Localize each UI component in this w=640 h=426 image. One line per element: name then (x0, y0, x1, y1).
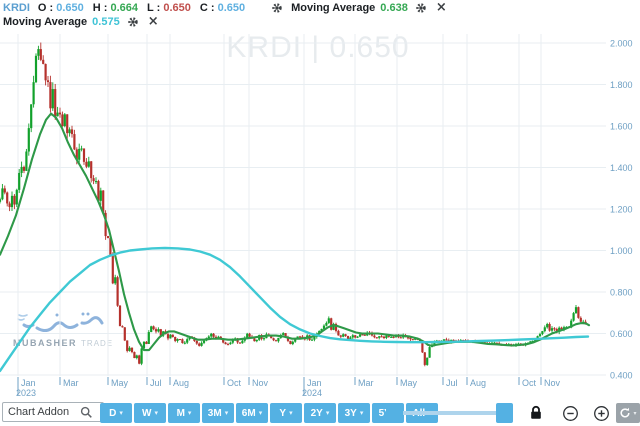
y-axis-label: 1.200 (610, 205, 633, 215)
period-button-y[interactable]: Y ▾ (270, 403, 302, 423)
lock-icon[interactable] (529, 405, 543, 420)
mubasher-latin-label: MUBASHER TRADE (13, 338, 114, 348)
ohlc-low: L : 0.650 (147, 1, 191, 14)
period-button-2y[interactable]: 2Y ▾ (304, 403, 336, 423)
moving-average-slow-line (0, 246, 590, 373)
ma1-label: Moving Average (291, 1, 376, 14)
period-button-d[interactable]: D ▾ (100, 403, 132, 423)
mubasher-arabic-logo-icon (17, 312, 104, 333)
chart-legend: KRDI O : 0.650 H : 0.664 L : 0.650 C : 0… (3, 1, 453, 29)
x-axis-month-label: Aug (470, 378, 486, 388)
axis-labels-layer: 2.000 1.800 1.600 1.400 1.200 1.000 0.800 0.600… (16, 39, 633, 399)
price-settings-gear-icon[interactable] (270, 1, 283, 14)
x-axis-month-label: Aug (173, 378, 189, 388)
range-slider[interactable] (386, 403, 513, 423)
x-axis-year-label: 2024 (302, 388, 322, 398)
y-axis-label: 1.400 (610, 163, 633, 173)
grid-layer (0, 34, 606, 376)
refresh-button[interactable]: ▾ (616, 403, 640, 423)
chart-addon-input[interactable] (8, 406, 80, 418)
zoom-in-icon[interactable] (593, 405, 610, 422)
ma1-settings-gear-icon[interactable] (415, 1, 428, 14)
ma1-close-icon[interactable]: × (435, 0, 447, 15)
y-axis-label: 1.800 (610, 80, 633, 90)
x-axis-month-label: Jul (150, 378, 162, 388)
refresh-caret-icon: ▾ (633, 409, 637, 417)
period-button-3y[interactable]: 3Y ▾ (338, 403, 370, 423)
x-axis-month-label: May (111, 378, 129, 388)
x-axis-month-label: Jul (446, 378, 458, 388)
x-axis-month-label: Nov (544, 378, 561, 388)
range-slider-left-handle[interactable] (386, 403, 403, 423)
chart-canvas[interactable]: KRDI | 0.650 2.000 1.800 1.600 1.400 1.200 1.0… (0, 0, 640, 400)
y-axis-label: 0.600 (610, 329, 633, 339)
y-axis-label: 1.000 (610, 246, 633, 256)
ma1-value: 0.638 (380, 1, 408, 14)
watermark-layer: KRDI | 0.650 (226, 31, 409, 64)
center-watermark: KRDI | 0.650 (226, 31, 409, 64)
x-axis-month-label: Nov (252, 378, 269, 388)
x-axis-month-label: Jan (21, 378, 36, 388)
moving-average-fast-line (0, 112, 591, 352)
legend-row-ma2: Moving Average 0.575 × (3, 15, 453, 28)
chart-addon-search[interactable] (2, 402, 104, 422)
period-button-3m[interactable]: 3M ▾ (202, 403, 234, 423)
refresh-icon (621, 407, 631, 418)
legend-row-price: KRDI O : 0.650 H : 0.664 L : 0.650 C : 0… (3, 1, 453, 14)
x-axis-month-label: Mar (358, 378, 374, 388)
search-icon (80, 406, 92, 418)
period-button-6m[interactable]: 6M ▾ (236, 403, 268, 423)
ohlc-high: H : 0.664 (92, 1, 139, 14)
moving-average-layer (0, 112, 591, 373)
period-buttons: D▾W▾M▾3M▾6M▾Y▾2Y▾3Y▾5Y▾All▾ (100, 403, 438, 423)
candles-layer (0, 42, 587, 367)
period-button-m[interactable]: M ▾ (168, 403, 200, 423)
y-axis-label: 0.800 (610, 288, 633, 298)
range-slider-track[interactable] (401, 411, 498, 415)
symbol-label: KRDI (3, 1, 30, 14)
x-axis-month-label: Mar (63, 378, 79, 388)
ohlc-close: C : 0.650 (199, 1, 246, 14)
x-axis-year-label: 2023 (16, 388, 36, 398)
period-button-w[interactable]: W ▾ (134, 403, 166, 423)
ohlc-open: O : 0.650 (37, 1, 84, 14)
range-slider-right-handle[interactable] (496, 403, 513, 423)
ma2-settings-gear-icon[interactable] (127, 15, 140, 28)
bottom-toolbar: D▾W▾M▾3M▾6M▾Y▾2Y▾3Y▾5Y▾All▾ ▾ (0, 400, 640, 426)
x-axis-month-label: Oct (522, 378, 537, 388)
x-axis-month-label: Jan (307, 378, 322, 388)
x-axis-month-label: Oct (227, 378, 242, 388)
y-axis-label: 2.000 (610, 39, 633, 49)
y-axis-label: 1.600 (610, 122, 633, 132)
ma2-value: 0.575 (92, 15, 120, 28)
mubasher-logo-watermark: MUBASHER TRADE (13, 310, 113, 348)
ma2-label: Moving Average (3, 15, 88, 28)
zoom-out-icon[interactable] (562, 405, 579, 422)
y-axis-label: 0.400 (610, 371, 633, 381)
ma2-close-icon[interactable]: × (147, 14, 159, 29)
x-axis-month-label: May (400, 378, 418, 388)
